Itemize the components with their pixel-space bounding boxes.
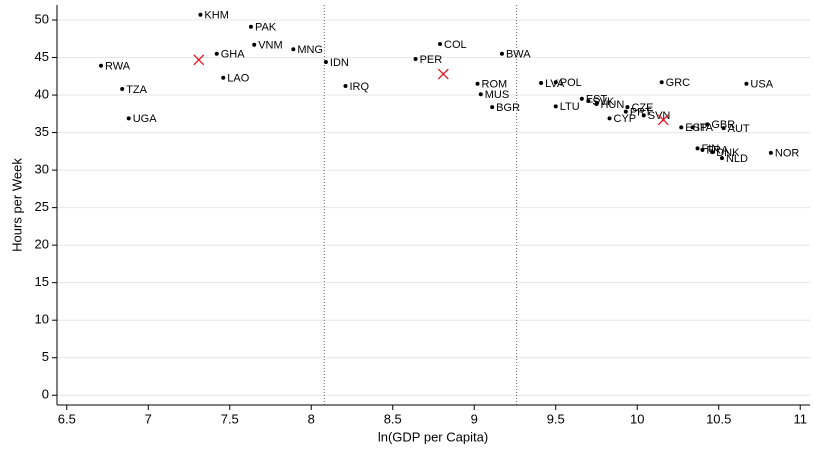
point	[214, 51, 219, 56]
point	[553, 80, 558, 85]
point-label: MUS	[485, 89, 509, 101]
point	[768, 150, 773, 155]
point	[413, 57, 418, 62]
y-tick-label: 15	[35, 274, 49, 289]
y-axis-title: Hours per Week	[9, 158, 24, 252]
y-tick-label: 10	[35, 312, 49, 327]
y-tick-label: 0	[42, 387, 49, 402]
point-label: PRT	[630, 106, 652, 118]
point-label: ROM	[482, 79, 508, 91]
point	[539, 81, 544, 86]
point-label: RWA	[105, 61, 131, 73]
x-axis-title: ln(GDP per Capita)	[378, 429, 488, 444]
point-label: FIN	[702, 143, 720, 155]
point	[221, 75, 226, 80]
point	[690, 125, 695, 130]
point-label: LAO	[227, 73, 249, 85]
point-label: ESP	[685, 122, 707, 134]
x-tick-label: 6.5	[58, 411, 76, 426]
point	[478, 92, 483, 97]
point	[323, 60, 328, 65]
point	[438, 42, 443, 47]
point	[705, 122, 710, 127]
y-tick-label: 30	[35, 162, 49, 177]
x-tick-label: 10.5	[706, 411, 731, 426]
point	[252, 42, 257, 47]
point	[248, 24, 253, 29]
point-label: KHM	[204, 10, 228, 22]
point-label: NOR	[775, 148, 800, 160]
x-tick-label: 9	[471, 411, 478, 426]
y-tick-label: 45	[35, 49, 49, 64]
point	[719, 156, 724, 161]
point-label: IDN	[330, 57, 349, 69]
point	[579, 96, 584, 101]
point-label: HUN	[600, 99, 624, 111]
point-label: PAK	[255, 22, 277, 34]
point-label: GRC	[666, 77, 691, 89]
point	[291, 47, 296, 52]
point-label: POL	[560, 77, 582, 89]
point	[343, 84, 348, 89]
point	[120, 87, 125, 92]
point-label: BGR	[496, 102, 520, 114]
point	[607, 116, 612, 121]
y-tick-label: 20	[35, 237, 49, 252]
x-tick-label: 10	[630, 411, 644, 426]
point-label: GHA	[221, 49, 246, 61]
point	[490, 105, 495, 110]
point	[744, 81, 749, 86]
y-tick-label: 25	[35, 199, 49, 214]
y-tick-label: 50	[35, 11, 49, 26]
point-label: BWA	[506, 49, 531, 61]
point-label: GBR	[711, 119, 735, 131]
point	[695, 146, 700, 151]
point-label: ITA	[697, 122, 714, 134]
point-label: UGA	[133, 113, 158, 125]
point-label: LTU	[560, 101, 580, 113]
point-label: CZE	[631, 102, 653, 114]
point-label: EST	[586, 94, 608, 106]
point-label: AUT	[728, 123, 750, 135]
point	[499, 51, 504, 56]
point	[623, 109, 628, 114]
point	[99, 63, 104, 68]
point-label: CYP	[614, 113, 637, 125]
y-tick-label: 35	[35, 124, 49, 139]
x-tick-label: 7.5	[221, 411, 239, 426]
x-tick-label: 11	[793, 411, 807, 426]
x-tick-label: 7	[145, 411, 152, 426]
point-label: IRQ	[349, 81, 369, 93]
point	[198, 12, 203, 17]
x-tick-label: 8.5	[384, 411, 402, 426]
y-tick-label: 5	[42, 349, 49, 364]
mean-marker	[657, 114, 669, 126]
point-label: PER	[420, 54, 443, 66]
point-label: DNK	[716, 147, 740, 159]
point-label: MNG	[297, 44, 323, 56]
x-tick-label: 9.5	[547, 411, 565, 426]
point	[586, 99, 591, 104]
point-label: TZA	[126, 84, 147, 96]
point	[625, 105, 630, 110]
point	[659, 80, 664, 85]
point-label: COL	[444, 39, 467, 51]
point	[553, 104, 558, 109]
point	[594, 102, 599, 107]
point-label: NLD	[726, 153, 748, 165]
point	[700, 147, 705, 152]
point	[641, 113, 646, 118]
mean-marker	[437, 68, 449, 80]
mean-marker	[193, 54, 205, 66]
x-tick-label: 8	[308, 411, 315, 426]
point	[126, 116, 131, 121]
y-tick-label: 40	[35, 86, 49, 101]
point-label: VNM	[258, 40, 282, 52]
point	[475, 81, 480, 86]
point	[721, 126, 726, 131]
point	[710, 150, 715, 155]
point-label: USA	[750, 79, 773, 91]
point	[679, 125, 684, 130]
